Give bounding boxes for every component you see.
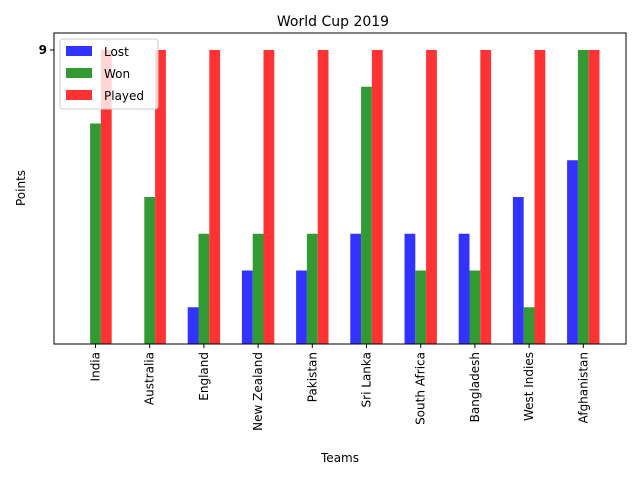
bar-won-australia <box>144 197 156 344</box>
bar-played-new-zealand <box>263 50 275 344</box>
bar-played-australia <box>155 50 166 344</box>
bar-lost-south-africa <box>404 233 416 344</box>
bar-won-india <box>90 123 101 344</box>
x-tick-label: New Zealand <box>251 352 265 431</box>
legend-swatch-played <box>66 90 92 100</box>
legend-label-played: Played <box>104 89 144 103</box>
bar-won-afghanistan <box>577 50 589 344</box>
y-axis: 9 <box>39 43 54 57</box>
plot-frame <box>53 32 627 345</box>
bar-won-bangladesh <box>469 270 481 344</box>
bar-won-new-zealand <box>252 233 264 344</box>
bar-won-west-indies <box>523 307 535 344</box>
bar-played-afghanistan <box>588 50 600 344</box>
legend-label-lost: Lost <box>104 45 129 59</box>
bars-group <box>90 50 600 344</box>
x-axis: India Australia England New Zealand Pakistan… <box>89 344 590 431</box>
bar-played-south-africa <box>426 50 437 344</box>
bar-played-india <box>100 50 112 344</box>
bar-lost-new-zealand <box>241 270 253 344</box>
x-tick-label: South Africa <box>414 352 428 425</box>
bar-lost-sri-lanka <box>350 233 362 344</box>
bar-played-england <box>209 50 221 344</box>
bar-played-pakistan <box>317 50 329 344</box>
bar-lost-england <box>187 307 199 344</box>
x-axis-title: Teams <box>320 451 359 465</box>
x-tick-label: West Indies <box>522 352 536 421</box>
y-axis-title: Points <box>14 170 28 206</box>
x-tick-label: Pakistan <box>305 352 319 402</box>
bar-lost-bangladesh <box>458 233 470 344</box>
bar-won-south-africa <box>415 270 427 344</box>
bar-won-england <box>198 233 210 344</box>
legend-swatch-lost <box>66 46 92 56</box>
x-tick-label: Sri Lanka <box>360 352 374 407</box>
bar-played-sri-lanka <box>371 50 383 344</box>
bar-lost-west-indies <box>512 197 524 344</box>
chart-title: World Cup 2019 <box>277 14 389 30</box>
x-tick-label: India <box>89 352 103 381</box>
bar-won-pakistan <box>306 233 318 344</box>
bar-played-west-indies <box>534 50 546 344</box>
legend-label-won: Won <box>104 67 130 81</box>
x-tick-label: Australia <box>143 352 157 405</box>
bar-played-bangladesh <box>480 50 492 344</box>
bar-lost-pakistan <box>296 270 307 344</box>
legend-swatch-won <box>66 68 92 78</box>
bar-lost-afghanistan <box>567 160 578 344</box>
y-tick-label: 9 <box>39 43 47 57</box>
bar-won-sri-lanka <box>361 86 372 344</box>
legend: Lost Won Played <box>59 38 159 110</box>
x-tick-label: England <box>197 352 211 401</box>
x-tick-label: Afghanistan <box>576 352 590 423</box>
x-tick-label: Bangladesh <box>468 352 482 422</box>
